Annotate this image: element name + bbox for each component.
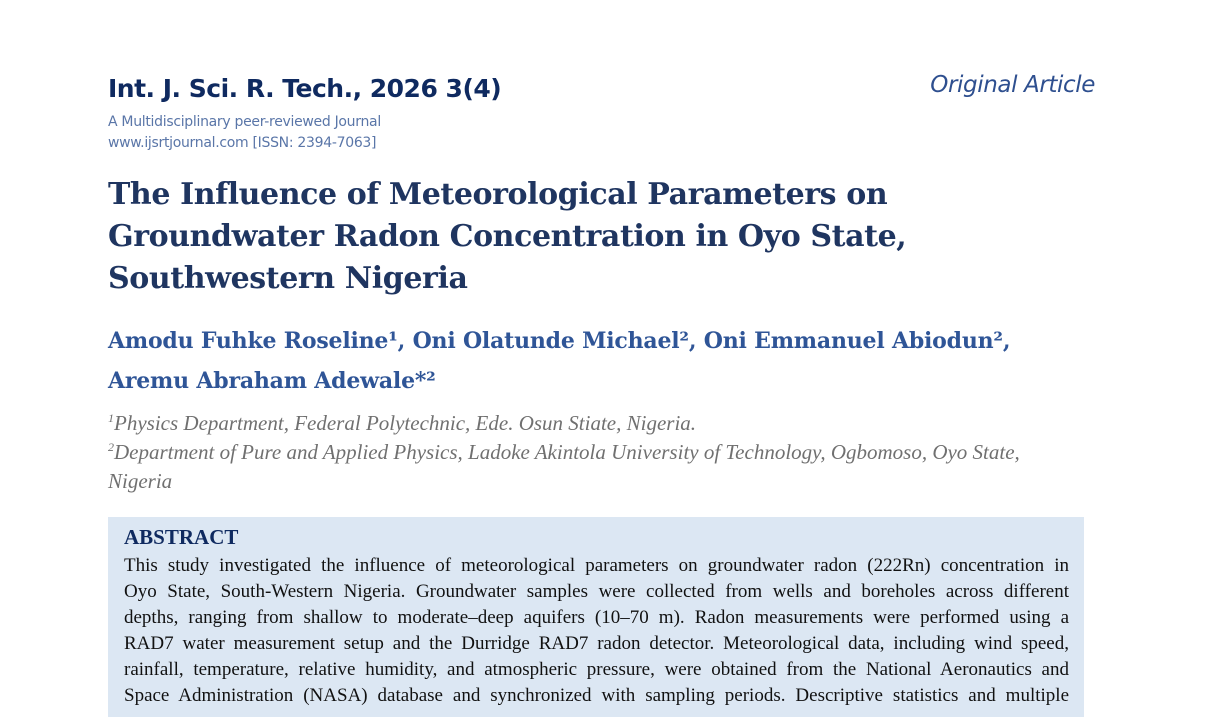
abstract-line: Space Administration (NASA) database and… [124, 685, 1069, 706]
journal-citation: Int. J. Sci. R. Tech., 2026 3(4) [108, 74, 502, 103]
affiliation-2-continued: Nigeria [108, 469, 172, 494]
affiliation-text: Nigeria [108, 469, 173, 493]
affiliation-marker: 2 [108, 440, 114, 454]
abstract-line: rainfall, temperature, relative humidity… [124, 659, 1069, 680]
affiliation-1: 1Physics Department, Federal Polytechnic… [108, 411, 696, 436]
abstract-heading: ABSTRACT [124, 525, 239, 549]
abstract-line: RAD7 water measurement setup and the Dur… [124, 633, 1069, 654]
abstract-line: This study investigated the influence of… [124, 555, 1069, 576]
journal-website: www.ijsrtjournal.com [ISSN: 2394-7063] [108, 135, 377, 151]
paper-title-line: The Influence of Meteorological Paramete… [108, 177, 888, 212]
abstract-line: depths, ranging from shallow to moderate… [124, 607, 1069, 628]
author-line: Aremu Abraham Adewale*² [108, 368, 436, 394]
affiliation-text: Department of Pure and Applied Physics, … [114, 440, 1020, 464]
affiliation-marker: 1 [108, 411, 114, 425]
affiliation-2: 2Department of Pure and Applied Physics,… [108, 440, 1020, 465]
paper-title-line: Southwestern Nigeria [108, 261, 468, 296]
journal-tagline: A Multidisciplinary peer-reviewed Journa… [108, 114, 381, 130]
author-line: Amodu Fuhke Roseline¹, Oni Olatunde Mich… [108, 328, 1011, 354]
affiliation-text: Physics Department, Federal Polytechnic,… [114, 411, 697, 435]
article-type: Original Article [930, 72, 1095, 98]
paper-title-line: Groundwater Radon Concentration in Oyo S… [108, 219, 907, 254]
abstract-line: Oyo State, South-Western Nigeria. Ground… [124, 581, 1069, 602]
abstract-section: ABSTRACT This study investigated the inf… [108, 517, 1084, 717]
